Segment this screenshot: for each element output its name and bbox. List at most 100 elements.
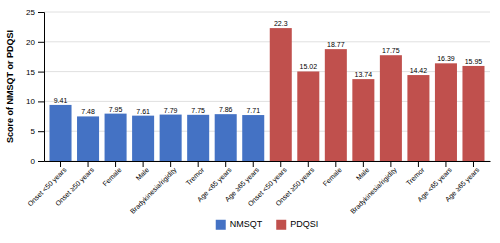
x-tick-mark [115, 161, 116, 167]
bar [297, 71, 319, 161]
y-tick-mark [38, 12, 44, 13]
chart: 0510152025Onset <50 yearsOnset ≥50 years… [0, 0, 500, 243]
x-tick: Female [101, 161, 123, 188]
x-tick-mark [170, 161, 171, 167]
data-label: 18.77 [327, 41, 345, 48]
y-axis: 0 5 10 15 20 25 [26, 8, 44, 166]
y-tick: 0 [31, 157, 44, 166]
data-label: 7.48 [81, 108, 95, 115]
x-tick-label: Bradykinesia/rigidity [129, 166, 179, 216]
legend: NMSQT PDQSI [216, 219, 319, 230]
x-tick-label: Bradykinesia/rigidity [349, 166, 399, 216]
y-tick: 15 [26, 68, 44, 77]
x-tick-label: Male [355, 166, 371, 182]
legend-item: NMSQT [216, 219, 263, 230]
grid [44, 12, 490, 161]
y-axis-line [38, 13, 45, 162]
y-axis-title: Score of NMSQT or PDQSI [5, 30, 15, 143]
x-tick-label: Female [101, 166, 123, 188]
bars [50, 28, 485, 161]
x-tick-label: Female [321, 166, 343, 188]
data-label: 7.61 [136, 108, 150, 115]
y-tick-mark [38, 131, 44, 132]
x-tick-mark [198, 161, 199, 167]
legend-swatch [216, 220, 226, 230]
x-tick-label: Onset ≥50 years [54, 166, 96, 208]
bar [407, 75, 429, 161]
y-tick-mark [38, 42, 44, 43]
bar [435, 63, 457, 161]
data-label: 7.79 [164, 107, 178, 114]
x-tick-mark [418, 161, 419, 167]
bar [380, 55, 402, 161]
y-tick: 5 [31, 127, 44, 136]
data-label: 14.42 [410, 67, 428, 74]
data-label: 15.02 [300, 63, 318, 70]
data-labels: 9.41 7.48 7.95 7.61 7.79 7.75 7.86 7.71 22.3 15.0… [54, 20, 483, 115]
x-tick-mark [363, 161, 364, 167]
x-tick-label: Tremor [185, 166, 206, 187]
legend-label: PDQSI [290, 219, 318, 229]
y-tick-label: 10 [26, 97, 35, 106]
grid-line [44, 12, 490, 13]
y-tick-mark [38, 161, 44, 162]
bar [187, 115, 209, 161]
x-tick-mark [253, 161, 254, 167]
y-tick-label: 5 [31, 127, 36, 136]
data-label: 17.75 [382, 47, 400, 54]
grid-line [44, 41, 490, 42]
bar [270, 28, 292, 161]
x-tick-mark [60, 161, 61, 167]
x-tick: Male [134, 161, 150, 182]
x-tick-mark [335, 161, 336, 167]
y-tick: 25 [26, 8, 44, 17]
x-axis-line [45, 161, 491, 162]
bar [325, 49, 347, 161]
y-tick-label: 20 [26, 38, 35, 47]
data-label: 22.3 [274, 20, 288, 27]
data-label: 7.75 [191, 107, 205, 114]
legend-swatch [276, 220, 286, 230]
x-tick: Female [321, 161, 343, 188]
y-tick-mark [38, 101, 44, 102]
y-tick: 20 [26, 38, 44, 47]
data-label: 7.86 [219, 106, 233, 113]
data-label: 16.39 [437, 55, 455, 62]
x-tick: Onset ≥50 years [274, 161, 316, 208]
x-tick-mark [280, 161, 281, 167]
x-tick-mark [473, 161, 474, 167]
x-tick: Tremor [185, 161, 206, 187]
y-tick-label: 25 [26, 8, 35, 17]
x-tick-mark [445, 161, 446, 167]
x-tick-mark [143, 161, 144, 167]
bar [352, 79, 374, 161]
x-tick: Tremor [405, 161, 426, 187]
y-tick: 10 [26, 97, 44, 106]
data-label: 9.41 [54, 97, 68, 104]
x-tick: Bradykinesia/rigidity [349, 161, 399, 216]
x-tick-mark [225, 161, 226, 167]
bar [160, 115, 182, 161]
x-tick: Age ≥65 years [444, 161, 482, 204]
bar [105, 114, 127, 161]
bar [132, 116, 154, 161]
data-label: 7.95 [109, 106, 123, 113]
x-axis: Onset <50 yearsOnset ≥50 yearsFemaleMale… [26, 161, 490, 216]
x-tick: Onset ≥50 years [54, 161, 96, 208]
y-tick-mark [38, 72, 44, 73]
x-tick-mark [88, 161, 89, 167]
bar [77, 116, 99, 161]
legend-label: NMSQT [230, 219, 263, 229]
x-tick-label: Tremor [405, 166, 426, 187]
x-tick-label: Age ≥65 years [444, 166, 482, 204]
data-label: 7.71 [246, 107, 260, 114]
bar [50, 105, 72, 161]
data-label: 13.74 [355, 71, 373, 78]
x-tick: Bradykinesia/rigidity [129, 161, 179, 216]
bar [215, 114, 237, 161]
x-tick: Male [355, 161, 371, 182]
bar [242, 115, 264, 161]
y-tick-label: 15 [26, 68, 35, 77]
x-tick-label: Onset ≥50 years [274, 166, 316, 208]
data-label: 15.95 [465, 58, 483, 65]
